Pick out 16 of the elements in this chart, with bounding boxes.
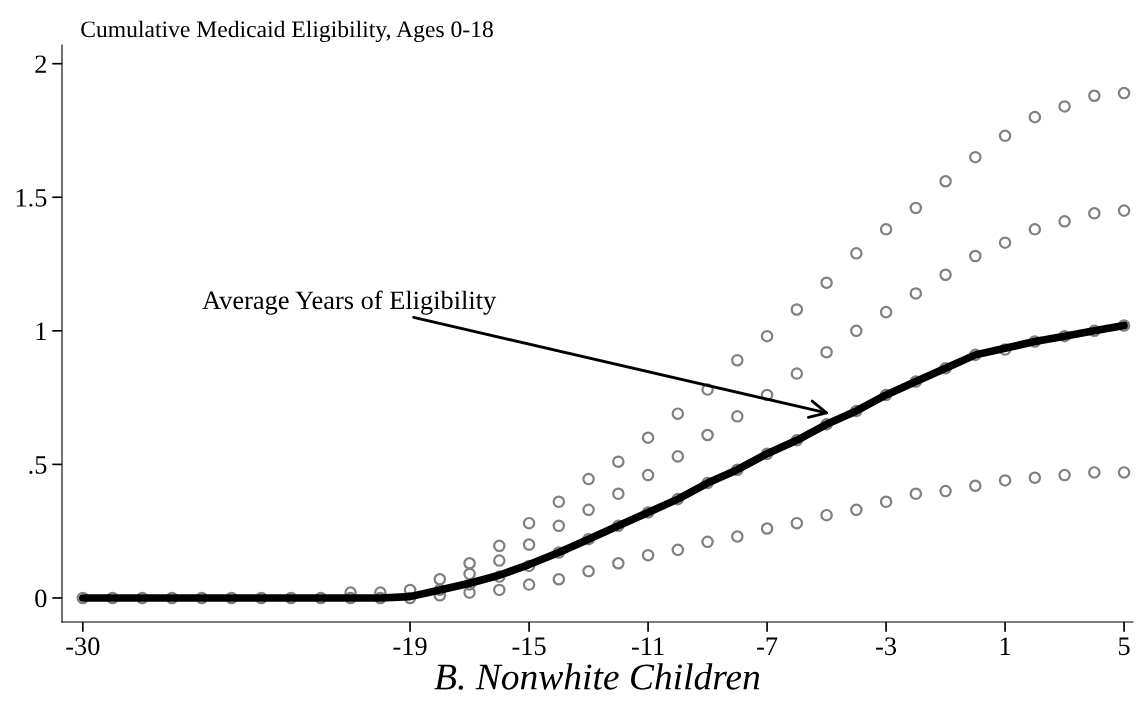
x-tick-label: -7 (757, 637, 778, 655)
y-axis-title: Cumulative Medicaid Eligibility, Ages 0-18 (81, 20, 493, 43)
x-tick-label: -15 (512, 637, 546, 656)
y-tick-label: 1.5 (16, 189, 47, 207)
y-tick-label: 0 (35, 589, 47, 608)
annotation: Average Years of Eligibility (202, 290, 497, 315)
x-tick-label: 5 (1119, 637, 1130, 656)
x-tick-label: -19 (393, 637, 427, 656)
x-tick-label: 1 (1000, 637, 1011, 655)
y-tick-label: 1 (36, 322, 46, 340)
x-axis-title: B. Nonwhite Children (434, 663, 760, 690)
x-tick-label: -11 (631, 637, 664, 655)
x-tick-label: -3 (876, 637, 897, 656)
x-tick-label: -30 (66, 637, 100, 656)
y-tick-label: .5 (29, 456, 47, 474)
y-tick-label: 2 (35, 55, 46, 73)
